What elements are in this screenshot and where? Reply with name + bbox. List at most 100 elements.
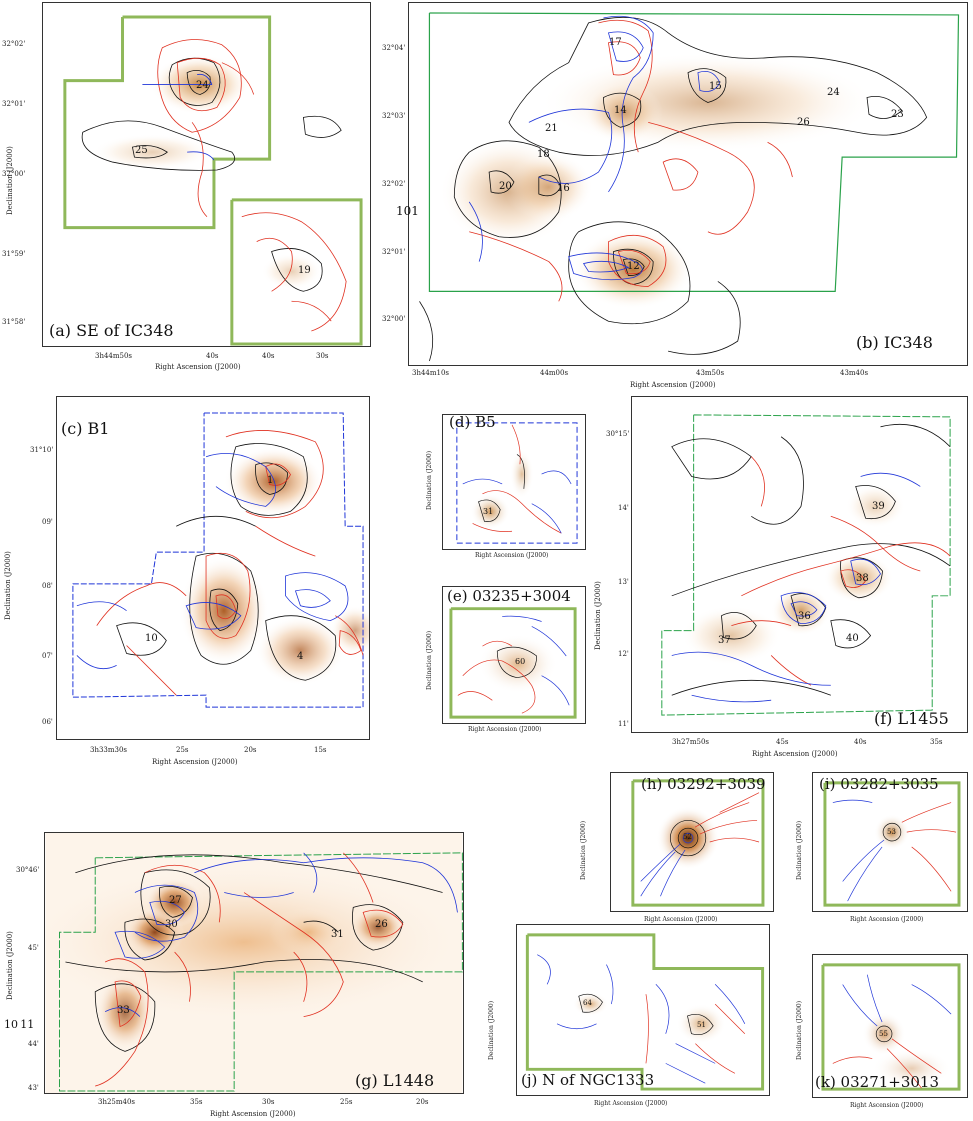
source-label-51: 51 (697, 1021, 706, 1029)
panel-c-ytick: 08' (42, 582, 53, 590)
panel-c-ytick: 06' (42, 718, 53, 726)
source-label-24: 24 (827, 87, 840, 98)
panel-a-xtick: 3h44m50s (95, 352, 133, 360)
panel-f-ytick: 13' (618, 578, 629, 586)
panel-b-xtick: 43m40s (840, 369, 869, 377)
panel-a: 24 25 19 (a) SE of IC348 (42, 2, 371, 347)
panel-g: 27 30 31 33 26 (g) L1448 (44, 832, 464, 1094)
panel-g-caption: (g) L1448 (355, 1071, 435, 1090)
panel-f-ytick: 12' (618, 650, 629, 658)
source-label-33: 33 (117, 1005, 130, 1016)
panel-a-xtick: 40s (206, 352, 219, 360)
panel-b-ytick: 32°00' (382, 315, 406, 323)
panel-d-xlabel: Right Ascension (J2000) (475, 552, 549, 559)
panel-c-caption: (c) B1 (61, 419, 110, 438)
source-label-25: 25 (135, 145, 148, 156)
panel-a-ytick: 32°02' (2, 40, 26, 48)
panel-g-ytick: 30°46' (16, 866, 40, 874)
source-label-24: 24 (196, 80, 209, 91)
panel-b-map (419, 12, 960, 362)
source-label-27: 27 (169, 895, 182, 906)
panel-f-xtick: 3h27m50s (672, 738, 710, 746)
panel-g-xtick: 20s (416, 1098, 429, 1106)
panel-f-ylabel: Declination (J2000) (594, 581, 602, 650)
source-label-37: 37 (718, 635, 731, 646)
panel-c: 1 10 4 (c) B1 (56, 396, 370, 740)
stray-label: 101 (396, 204, 419, 218)
source-label-4: 4 (297, 651, 304, 662)
panel-g-xtick: 25s (340, 1098, 353, 1106)
source-label-26: 26 (375, 919, 388, 930)
panel-h-ylabel: Declination (J2000) (580, 820, 587, 880)
panel-f-ytick: 30°15' (606, 430, 630, 438)
panel-f-map (661, 414, 951, 716)
source-label-19: 19 (298, 265, 311, 276)
panel-c-xtick: 15s (314, 746, 327, 754)
panel-a-caption: (a) SE of IC348 (49, 321, 174, 340)
panel-b-ytick: 32°01' (382, 248, 406, 256)
panel-a-ytick: 32°01' (2, 100, 26, 108)
panel-d-ylabel: Declination (J2000) (426, 450, 433, 510)
panel-j: 64 51 (j) N of NGC1333 (516, 924, 770, 1096)
panel-d-caption: (d) B5 (449, 414, 496, 431)
source-label-15: 15 (709, 81, 722, 92)
panel-f-xtick: 35s (930, 738, 943, 746)
source-label-60: 60 (515, 657, 526, 666)
panel-g-ytick: 43' (28, 1084, 39, 1092)
panel-a-map (63, 15, 363, 346)
panel-f-xtick: 45s (776, 738, 789, 746)
source-label-12: 12 (627, 261, 640, 272)
panel-a-xtick: 30s (316, 352, 329, 360)
panel-f-xlabel: Right Ascension (J2000) (752, 750, 838, 758)
panel-b-ytick: 32°02' (382, 180, 406, 188)
panel-c-ylabel: Declination (J2000) (4, 551, 12, 620)
panel-a-xlabel: Right Ascension (J2000) (155, 363, 241, 371)
panel-g-ytick: 44' (28, 1040, 39, 1048)
panel-h-map (631, 779, 765, 907)
source-label-20: 20 (499, 181, 512, 192)
panel-a-ylabel: Declination (J2000) (6, 146, 14, 215)
source-label-52: 52 (683, 833, 692, 841)
source-label-36: 36 (798, 611, 811, 622)
source-label-26: 26 (797, 117, 810, 128)
panel-g-xlabel: Right Ascension (J2000) (210, 1110, 296, 1118)
source-label-38: 38 (856, 573, 869, 584)
panel-b-caption: (b) IC348 (856, 333, 933, 352)
panel-a-ytick: 32°00' (2, 170, 26, 178)
panel-b-xtick: 43m50s (696, 369, 725, 377)
source-label-55: 55 (879, 1030, 888, 1038)
source-label-39: 39 (872, 501, 885, 512)
source-label-18: 18 (537, 149, 550, 160)
panel-g-xtick: 35s (190, 1098, 203, 1106)
panel-e-map (449, 607, 577, 719)
panel-b-ytick: 32°04' (382, 44, 406, 52)
panel-j-caption: (j) N of NGC1333 (521, 1071, 655, 1089)
panel-e-xlabel: Right Ascension (J2000) (468, 726, 542, 733)
panel-b-ytick: 32°03' (382, 112, 406, 120)
panel-c-xlabel: Right Ascension (J2000) (152, 758, 238, 766)
panel-g-ylabel: Declination (J2000) (6, 931, 14, 1000)
panel-b: 17 15 14 24 23 26 21 18 16 20 12 (b) IC3… (408, 2, 968, 366)
panel-f: 39 38 36 37 40 (f) L1455 (631, 396, 968, 733)
panel-i-xlabel: Right Ascension (J2000) (850, 916, 924, 923)
panel-f-caption: (f) L1455 (874, 709, 949, 728)
panel-a-ytick: 31°58' (2, 318, 26, 326)
panel-b-xtick: 3h44m10s (412, 369, 450, 377)
source-label-21: 21 (545, 123, 558, 134)
panel-g-xtick: 30s (262, 1098, 275, 1106)
panel-f-ytick: 11' (618, 720, 629, 728)
panel-c-xtick: 3h33m30s (90, 746, 128, 754)
panel-e: 60 (e) 03235+3004 (442, 586, 586, 724)
panel-h: 52 (h) 03292+3039 (610, 772, 774, 912)
panel-a-xtick: 40s (262, 352, 275, 360)
source-label-17: 17 (609, 37, 622, 48)
panel-i-ylabel: Declination (J2000) (796, 820, 803, 880)
panel-e-caption: (e) 03235+3004 (447, 587, 571, 605)
panel-a-ytick: 31°59' (2, 250, 26, 258)
panel-k: 55 (k) 03271+3013 (812, 954, 968, 1098)
source-label-64: 64 (583, 999, 592, 1007)
source-label-30: 30 (165, 919, 178, 930)
panel-i-caption: (i) 03282+3035 (819, 775, 939, 793)
panel-j-map (525, 933, 765, 1091)
panel-d: 31 (d) B5 (442, 414, 586, 550)
